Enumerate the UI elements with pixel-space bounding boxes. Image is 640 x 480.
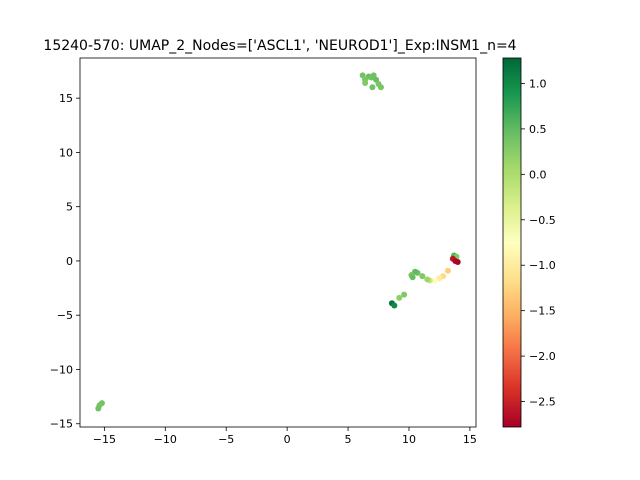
y-tick-label: −10 xyxy=(50,363,73,376)
y-tick-label: 10 xyxy=(59,146,73,159)
data-point xyxy=(369,84,376,91)
colorbar-frame xyxy=(502,57,522,428)
x-tick-label: −5 xyxy=(218,433,234,446)
data-point xyxy=(368,74,375,81)
colorbar-gradient xyxy=(503,58,521,427)
colorbar-tick-label: 1.0 xyxy=(529,77,547,90)
colorbar-tick-label: −1.0 xyxy=(529,259,556,272)
data-point xyxy=(409,274,416,281)
colorbar-tick-label: 0.5 xyxy=(529,123,547,136)
x-tick-label: 10 xyxy=(402,433,416,446)
colorbar-tick-label: 0.0 xyxy=(529,168,547,181)
chart-title: 15240-570: UMAP_2_Nodes=['ASCL1', 'NEURO… xyxy=(43,38,516,54)
y-tick-label: 0 xyxy=(66,255,73,268)
colorbar: 1.0 0.5 0.0 −0.5 −1.0 −1.5 −2.0 −2.5 xyxy=(502,57,556,428)
data-point xyxy=(95,405,102,412)
y-tick-label: −15 xyxy=(50,418,73,431)
x-tick-label: 15 xyxy=(463,433,477,446)
colorbar-tick-label: −0.5 xyxy=(529,214,556,227)
data-point xyxy=(424,276,431,283)
y-tick-label: 5 xyxy=(66,201,73,214)
data-point xyxy=(396,294,403,301)
x-tick-label: −15 xyxy=(93,433,116,446)
points-layer xyxy=(95,72,461,412)
y-tick-label: −5 xyxy=(57,309,73,322)
data-point xyxy=(419,273,426,280)
data-point xyxy=(391,302,398,309)
data-point xyxy=(362,79,369,86)
data-point xyxy=(454,259,461,266)
colorbar-tick-label: −2.5 xyxy=(529,396,556,409)
colorbar-tick-label: −1.5 xyxy=(529,305,556,318)
data-point xyxy=(377,84,384,91)
data-point xyxy=(436,275,443,282)
plot-frame xyxy=(79,57,477,428)
data-point xyxy=(401,291,408,298)
y-tick-label: 15 xyxy=(59,92,73,105)
x-tick-label: −10 xyxy=(154,433,177,446)
x-tick-label: 0 xyxy=(284,433,291,446)
data-point xyxy=(444,267,451,274)
axes-layer: −15 −10 −5 0 5 10 15 −15 −10 −5 0 5 10 15 xyxy=(50,57,477,446)
colorbar-tick-label: −2.0 xyxy=(529,350,556,363)
data-point xyxy=(431,277,438,284)
x-tick-label: 5 xyxy=(345,433,352,446)
